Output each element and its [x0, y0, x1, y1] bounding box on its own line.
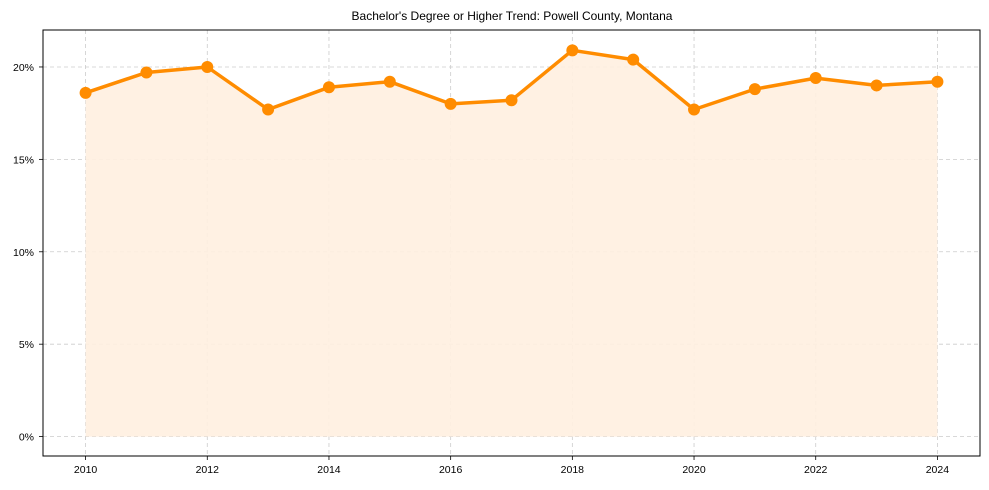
- x-axis: 2010 2012 2014 2016 2018 2020 2022 2024: [74, 456, 949, 476]
- y-tick-label: 10%: [13, 247, 34, 259]
- data-point: [688, 103, 701, 116]
- data-point: [748, 83, 761, 96]
- y-tick-label: 0%: [19, 432, 34, 444]
- data-point: [322, 81, 335, 94]
- data-point: [809, 72, 822, 85]
- x-tick-label: 2012: [196, 464, 220, 476]
- plot-frame: [42, 29, 981, 457]
- data-point: [505, 94, 518, 107]
- x-tick-label: 2020: [682, 464, 706, 476]
- area-fill: [85, 50, 938, 437]
- data-point: [931, 75, 944, 88]
- x-tick-label: 2018: [561, 464, 585, 476]
- data-point: [566, 44, 579, 57]
- x-tick-label: 2014: [317, 464, 341, 476]
- data-point: [383, 75, 396, 88]
- data-point: [444, 97, 457, 110]
- data-point: [140, 66, 153, 79]
- y-tick-label: 20%: [13, 62, 34, 74]
- x-tick-label: 2022: [804, 464, 828, 476]
- x-tick-label: 2016: [439, 464, 463, 476]
- data-point: [870, 79, 883, 92]
- data-point: [627, 53, 640, 66]
- y-tick-label: 5%: [19, 339, 34, 351]
- data-markers: [79, 44, 944, 116]
- data-point: [79, 86, 92, 99]
- y-axis: 0% 5% 10% 15% 20%: [13, 62, 43, 444]
- chart-title: Bachelor's Degree or Higher Trend: Powel…: [352, 9, 673, 23]
- area-polygon: [85, 50, 938, 437]
- y-tick-label: 15%: [13, 154, 34, 166]
- x-tick-label: 2010: [74, 464, 98, 476]
- data-point: [262, 103, 275, 116]
- data-point: [201, 60, 214, 73]
- x-tick-label: 2024: [926, 464, 950, 476]
